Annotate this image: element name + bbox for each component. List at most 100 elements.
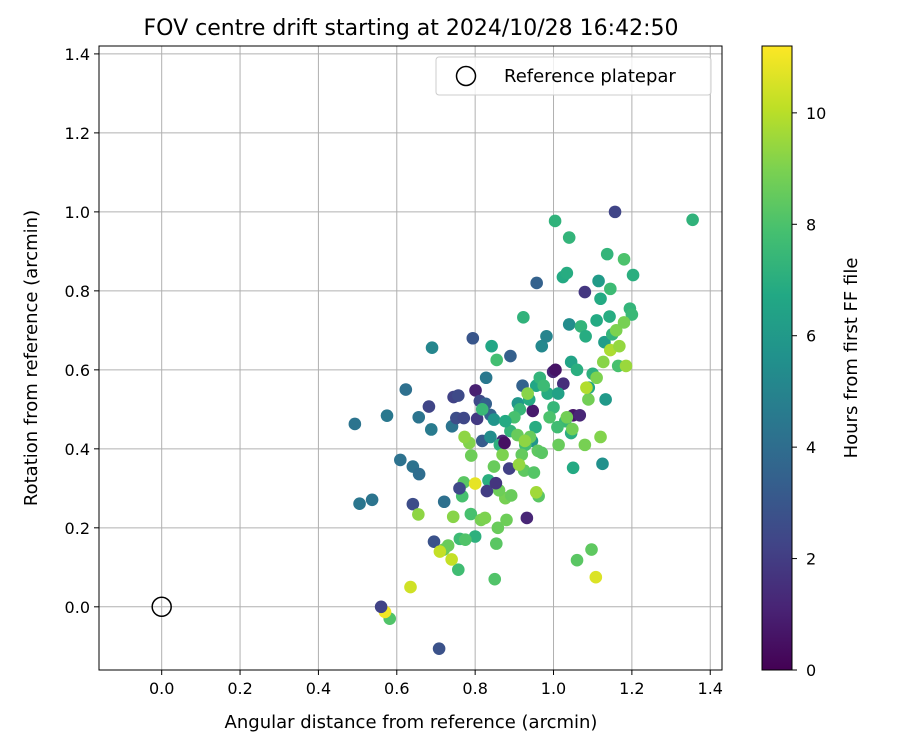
data-point	[518, 434, 532, 448]
data-point	[499, 414, 512, 428]
x-tick-label: 0.8	[462, 679, 487, 698]
data-point	[485, 339, 498, 353]
y-tick-label: 0.4	[65, 440, 90, 459]
data-point	[487, 413, 501, 426]
data-point	[517, 311, 530, 324]
data-point	[526, 404, 540, 418]
data-point	[475, 403, 489, 416]
data-point	[496, 448, 509, 462]
data-point	[543, 410, 556, 424]
colorbar-gradient	[761, 45, 793, 671]
colorbar-ticks: 0 2 4 6 8 10	[792, 104, 826, 680]
data-point	[548, 214, 562, 228]
data-point	[468, 477, 482, 490]
reference-marker	[151, 596, 172, 618]
data-point	[504, 349, 517, 363]
data-point	[560, 266, 574, 280]
data-point	[480, 484, 494, 498]
x-tick-label: 0.6	[384, 679, 409, 698]
data-point	[479, 371, 493, 385]
data-point	[596, 457, 609, 471]
data-point	[585, 543, 598, 556]
x-tick-label: 1.2	[619, 679, 644, 698]
data-point	[512, 458, 526, 471]
data-point	[599, 393, 612, 406]
data-point	[560, 410, 574, 424]
colorbar: 0 2 4 6 8 10 Hours from first FF file	[761, 45, 862, 680]
data-point	[406, 497, 420, 511]
data-point	[470, 412, 484, 426]
data-point	[596, 355, 610, 369]
colorbar-tick-label: 4	[806, 438, 816, 457]
x-tick-label: 0.0	[149, 679, 174, 698]
data-point	[603, 310, 616, 323]
y-tick-label: 0.0	[65, 598, 90, 617]
data-point	[432, 642, 446, 655]
data-point	[574, 320, 588, 333]
data-point	[521, 387, 534, 400]
data-point	[452, 389, 465, 402]
data-point	[422, 400, 436, 413]
data-point	[445, 553, 458, 566]
data-point	[425, 341, 439, 355]
data-point	[547, 401, 560, 414]
plot-frame	[98, 45, 723, 671]
data-point	[617, 252, 631, 266]
data-point	[573, 408, 587, 422]
data-point	[433, 545, 447, 558]
y-axis-label: Rotation from reference (arcmin)	[21, 210, 42, 506]
data-point	[578, 285, 592, 299]
data-point	[535, 446, 549, 460]
data-point	[374, 600, 388, 614]
data-point	[604, 282, 617, 296]
data-point	[424, 423, 438, 436]
data-point	[466, 331, 480, 345]
legend-label: Reference platepar	[504, 66, 676, 87]
data-point	[412, 508, 425, 521]
data-point	[468, 530, 482, 543]
data-point	[394, 453, 407, 467]
data-point	[502, 462, 516, 475]
legend: Reference platepar	[435, 56, 712, 96]
data-point	[626, 268, 640, 282]
data-point	[412, 410, 426, 424]
data-point	[537, 379, 551, 392]
data-point	[484, 430, 497, 444]
data-point	[613, 339, 626, 353]
data-point	[617, 316, 631, 329]
data-point	[594, 292, 607, 306]
data-point	[404, 580, 417, 594]
data-point	[399, 383, 413, 396]
data-point	[437, 495, 451, 509]
x-tick-label: 0.4	[306, 679, 331, 698]
legend-box	[435, 56, 712, 96]
data-point	[464, 449, 478, 462]
data-point	[562, 318, 576, 331]
colorbar-label: Hours from first FF file	[841, 258, 862, 459]
y-tick-label: 1.4	[65, 45, 90, 64]
data-point	[491, 521, 505, 535]
data-point	[453, 482, 466, 495]
x-axis-label: Angular distance from reference (arcmin)	[225, 712, 598, 733]
y-tick-label: 1.0	[65, 203, 90, 222]
data-point	[478, 511, 492, 525]
data-point	[557, 377, 570, 390]
y-tick-label: 0.2	[65, 519, 90, 538]
colorbar-tick-label: 6	[806, 327, 816, 346]
colorbar-tick-label: 0	[806, 661, 816, 680]
data-point	[488, 572, 502, 586]
data-point	[500, 513, 513, 527]
data-point	[600, 247, 614, 261]
data-point	[515, 448, 529, 462]
data-point	[365, 493, 379, 507]
data-point	[490, 353, 504, 367]
data-point	[686, 213, 699, 227]
data-point	[520, 511, 534, 525]
data-point	[594, 430, 607, 444]
y-tick-label: 0.8	[65, 282, 90, 301]
data-point	[578, 438, 592, 452]
data-point	[570, 553, 584, 567]
legend-marker-icon	[455, 65, 477, 87]
data-point	[579, 329, 592, 343]
